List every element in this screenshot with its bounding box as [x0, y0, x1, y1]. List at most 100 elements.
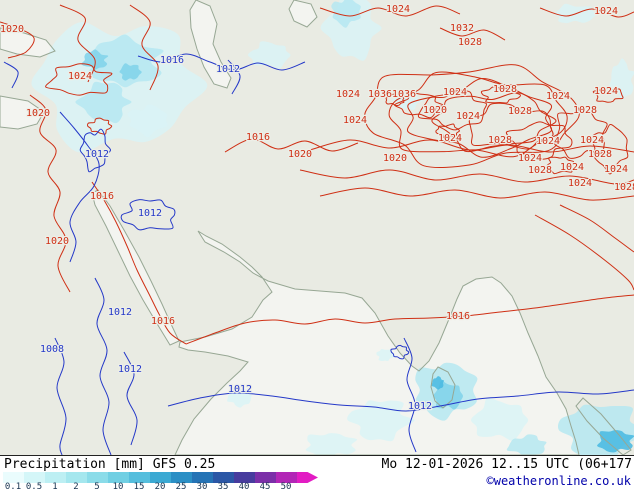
isobar-label: 1036: [368, 89, 392, 100]
isobar-line-low: [94, 277, 112, 455]
isobar-label: 1012: [85, 149, 109, 160]
precip-area: [376, 348, 395, 362]
isobar-loop-high: [431, 92, 557, 153]
isobar-line-low: [403, 337, 417, 453]
scale-value: 0.1: [4, 482, 22, 490]
isobar-loop-high: [546, 156, 575, 175]
isobar-line-high: [59, 4, 96, 83]
isobar-label: 1028: [508, 106, 532, 117]
isobar-line-low: [3, 61, 19, 89]
isobar-label: 1024: [594, 86, 618, 97]
isobar-label: 1016: [246, 132, 270, 143]
isobar-label: 1036: [392, 89, 416, 100]
scale-segment: [234, 472, 255, 483]
isobar-label: 1024: [568, 178, 592, 189]
scale-value: 15: [133, 482, 145, 490]
precip-area: [119, 63, 142, 81]
isobar-label: 1028: [493, 84, 517, 95]
scale-value: 50: [280, 482, 292, 490]
isobar-line-low: [137, 53, 306, 71]
isobar-line-high: [185, 294, 634, 345]
isobar-label: 1012: [408, 401, 432, 412]
isobar-label: 1024: [594, 6, 618, 17]
isobar-line-high: [299, 169, 634, 185]
black-sea: [0, 28, 55, 57]
run-datetime: Mo 12-01-2026 12..15 UTC (06+177: [381, 457, 632, 472]
precip-area: [331, 0, 361, 28]
isobar-loop-high: [407, 77, 553, 158]
precip-area: [597, 430, 634, 453]
isobar-label: 1020: [383, 153, 407, 164]
scale-segment: [213, 472, 234, 483]
precip-area: [506, 434, 547, 455]
isobar-label: 1028: [458, 37, 482, 48]
isobar-line-low: [54, 337, 67, 455]
isobar-loop-high: [435, 123, 460, 139]
isobar-loop-high: [590, 123, 629, 175]
scale-value: 40: [238, 482, 250, 490]
isobar-label: 1028: [528, 165, 552, 176]
isobar-label: 1016: [90, 191, 114, 202]
ocean-coastline: [174, 230, 580, 455]
isobar-label: 1016: [446, 311, 470, 322]
isobar-label: 1024: [386, 4, 410, 15]
isobar-loop-low: [390, 344, 410, 360]
isobar-label: 1028: [588, 149, 612, 160]
mediterranean-sea-coastline: [0, 95, 45, 130]
isobar-loop-high: [45, 63, 113, 96]
isobar-label: 1016: [151, 316, 175, 327]
scale-segment: [150, 472, 171, 483]
sri-lanka-coastline: [430, 366, 456, 409]
isobar-label: 1012: [118, 364, 142, 375]
isobar-loop-high: [553, 111, 608, 159]
isobar-label: 1024: [343, 115, 367, 126]
scale-value: 30: [196, 482, 208, 490]
isobar-loop-high: [592, 87, 624, 103]
isobar-line-low: [227, 59, 241, 95]
scale-value: 1: [52, 482, 58, 490]
isobar-label: 1024: [580, 135, 604, 146]
precip-scale-values: 0.1 0.5 1 2 5 10 15 20 25 30 35 40 45 50: [3, 482, 333, 490]
copyright-text: ©weatheronline.co.uk: [486, 474, 632, 488]
precip-area: [87, 34, 164, 88]
scale-segment: [255, 472, 276, 483]
scale-segment: [276, 472, 297, 483]
isobar-loop-high: [468, 102, 554, 150]
legend-bar: Precipitation [mm] GFS 0.25 Mo 12-01-202…: [0, 455, 634, 490]
isobar-loop-high: [505, 121, 573, 160]
precip-area: [392, 90, 424, 110]
isobar-label: 1024: [456, 111, 480, 122]
isobar-label: 1024: [443, 87, 467, 98]
isobar-line-high: [29, 94, 71, 293]
red-sea-coastline: [91, 189, 180, 346]
isobar-label: 1016: [160, 55, 184, 66]
isobar-label: 1012: [216, 64, 240, 75]
scale-segment: [45, 472, 66, 483]
precip-area: [431, 376, 444, 390]
isobar-loop-high: [87, 117, 113, 135]
scale-segment: [24, 472, 45, 483]
isobar-label: 1024: [536, 136, 560, 147]
isobar-label: 1020: [0, 24, 24, 35]
precip-area: [305, 433, 358, 455]
caspian-sea-coastline: [189, 0, 232, 89]
isobar-label: 1020: [288, 149, 312, 160]
isobar-label: 1012: [228, 384, 252, 395]
aral-sea: [289, 0, 317, 27]
isobar-line-high: [129, 4, 159, 91]
isobar-line-high: [559, 204, 634, 253]
isobar-label: 1024: [518, 153, 542, 164]
isobar-loop-high: [480, 86, 521, 104]
isobar-loop-high: [385, 93, 405, 106]
isobar-label: 1028: [488, 135, 512, 146]
isobar-labels: 1020 1024 1020 1016 1020 1016 1024 1024 1032 1028…: [0, 3, 634, 413]
isobar-label: 1020: [26, 108, 50, 119]
isobar-label: 1008: [40, 344, 64, 355]
legend-title: Precipitation [mm] GFS 0.25: [4, 457, 216, 472]
isobar-label: 1028: [573, 105, 597, 116]
isobar-loop-low: [79, 128, 112, 173]
scale-value: 45: [259, 482, 271, 490]
scale-segment: [171, 472, 192, 483]
scale-segment: [87, 472, 108, 483]
